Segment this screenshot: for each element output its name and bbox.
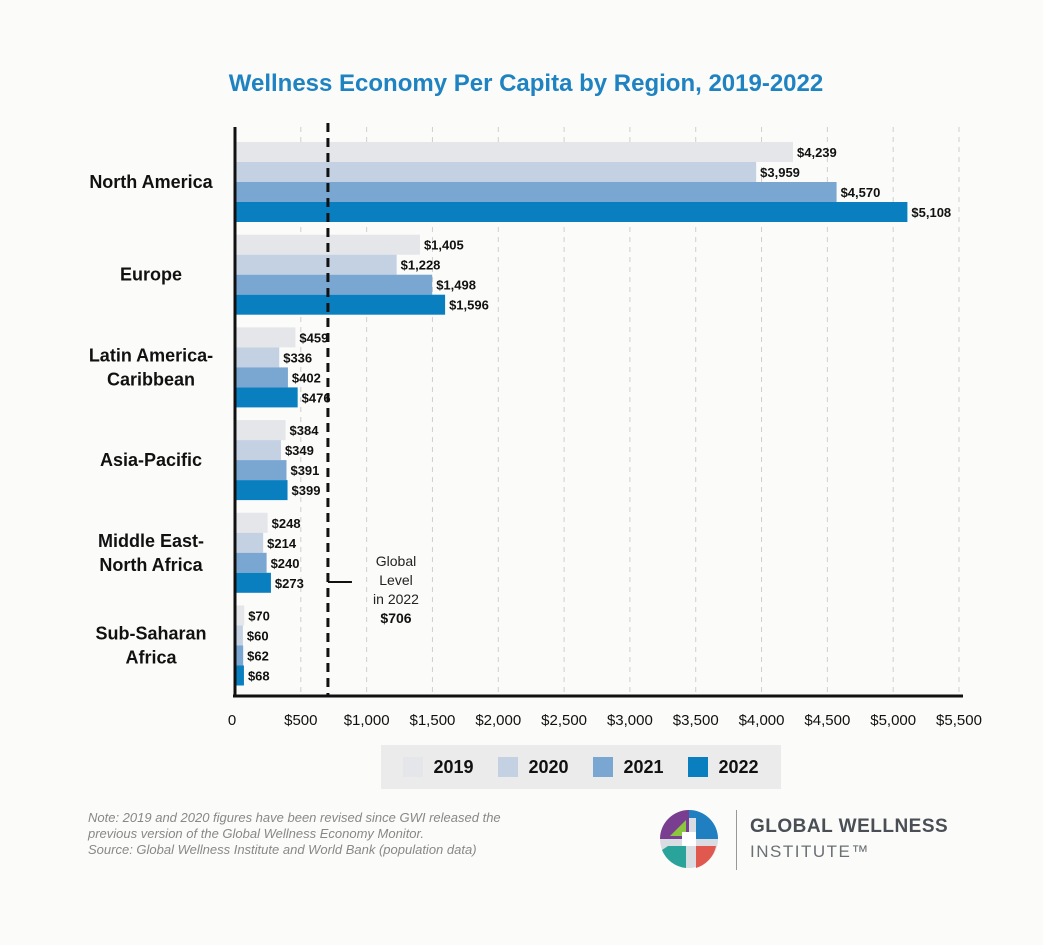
bar-2020 — [235, 440, 281, 461]
legend-item-2020: 2020 — [498, 756, 569, 778]
legend-swatch-2022 — [688, 757, 709, 777]
bar-2021 — [235, 367, 288, 388]
x-tick-label: $1,000 — [344, 712, 390, 729]
chart-title: Wellness Economy Per Capita by Region, 2… — [228, 70, 824, 97]
chart-notes: Note: 2019 and 2020 figures have been re… — [88, 810, 608, 858]
logo-divider — [736, 810, 737, 870]
bar-2019 — [235, 327, 296, 348]
data-label: $3,959 — [760, 165, 800, 180]
x-tick-label: 0 — [228, 712, 236, 729]
legend-swatch-2019 — [403, 757, 424, 777]
x-tick-label: $4,000 — [739, 712, 785, 729]
reference-label: in 2022 — [373, 591, 419, 607]
data-label: $391 — [290, 463, 319, 478]
source-line: Source: Global Wellness Institute and Wo… — [88, 842, 477, 857]
gwi-logo: GLOBAL WELLNESS INSTITUTE™ — [656, 806, 986, 872]
bar-2020 — [235, 162, 757, 182]
note-line: previous version of the Global Wellness … — [88, 826, 424, 841]
data-label: $349 — [285, 443, 314, 458]
logo-subname: INSTITUTE™ — [750, 842, 870, 861]
bar-2021 — [235, 274, 433, 295]
bar-2019 — [235, 512, 268, 533]
x-tick-label: $3,500 — [673, 712, 719, 729]
bar-2020 — [235, 625, 243, 646]
data-label: $5,108 — [911, 205, 951, 220]
note-line: Note: 2019 and 2020 figures have been re… — [88, 810, 501, 825]
chart-legend: 2019 2020 2021 2022 — [381, 745, 781, 789]
reference-value: $706 — [380, 610, 411, 626]
bar-2021 — [235, 460, 287, 481]
bar-2021 — [235, 182, 837, 202]
legend-swatch-2020 — [498, 757, 519, 777]
bar-2021 — [235, 645, 244, 666]
reference-label: Global — [376, 553, 416, 569]
x-tick-label: $2,000 — [475, 712, 521, 729]
data-label: $1,228 — [401, 258, 441, 273]
legend-item-2021: 2021 — [593, 756, 664, 778]
data-label: $399 — [292, 483, 321, 498]
data-label: $70 — [248, 609, 270, 624]
reference-label: Level — [379, 572, 412, 588]
data-label: $4,570 — [841, 185, 881, 200]
category-label: Africa — [125, 648, 177, 668]
bar-2021 — [235, 552, 267, 573]
legend-item-2022: 2022 — [688, 756, 759, 778]
bar-2019 — [235, 420, 286, 441]
x-tick-label: $3,000 — [607, 712, 653, 729]
legend-label-2020: 2020 — [528, 756, 569, 777]
x-tick-label: $5,000 — [870, 712, 916, 729]
x-tick-label: $2,500 — [541, 712, 587, 729]
bar-2020 — [235, 532, 264, 553]
data-label: $62 — [247, 649, 269, 664]
data-label: $1,405 — [424, 238, 464, 253]
x-tick-label: $4,500 — [804, 712, 850, 729]
gwi-logo-mark-icon — [660, 810, 718, 868]
data-label: $402 — [292, 370, 321, 385]
category-label: Caribbean — [107, 369, 195, 389]
bar-2022 — [235, 294, 446, 315]
data-label: $4,239 — [797, 145, 837, 160]
data-label: $459 — [299, 330, 328, 345]
data-label: $476 — [302, 390, 331, 405]
bar-2022 — [235, 572, 271, 593]
data-label: $1,596 — [449, 298, 489, 313]
bar-2019 — [235, 605, 245, 626]
category-label: Middle East- — [98, 531, 204, 551]
bar-2020 — [235, 254, 397, 275]
x-tick-label: $500 — [284, 712, 317, 729]
category-label: North America — [89, 172, 213, 192]
legend-label-2022: 2022 — [718, 756, 759, 777]
legend-swatch-2021 — [593, 757, 614, 777]
logo-name: GLOBAL WELLNESS — [750, 816, 949, 837]
legend-item-2019: 2019 — [403, 756, 474, 778]
bar-2022 — [235, 387, 298, 408]
x-tick-label: $5,500 — [936, 712, 982, 729]
x-tick-label: $1,500 — [410, 712, 456, 729]
data-label: $273 — [275, 576, 304, 591]
category-label: Latin America- — [89, 345, 213, 365]
data-label: $248 — [272, 516, 301, 531]
bar-2022 — [235, 480, 288, 501]
legend-label-2021: 2021 — [623, 756, 664, 777]
data-label: $60 — [247, 629, 269, 644]
data-label: $1,498 — [436, 278, 476, 293]
data-label: $336 — [283, 350, 312, 365]
category-label: Europe — [120, 265, 182, 285]
bar-2019 — [235, 142, 794, 162]
category-label: Sub-Saharan — [95, 624, 206, 644]
category-label: Asia-Pacific — [100, 450, 202, 470]
data-label: $384 — [290, 423, 320, 438]
legend-label-2019: 2019 — [433, 756, 474, 777]
bar-2020 — [235, 347, 280, 368]
data-label: $240 — [271, 556, 300, 571]
bar-2022 — [235, 202, 908, 222]
data-label: $68 — [248, 669, 270, 684]
bar-2022 — [235, 665, 244, 686]
data-label: $214 — [267, 536, 297, 551]
category-label: North Africa — [99, 555, 203, 575]
